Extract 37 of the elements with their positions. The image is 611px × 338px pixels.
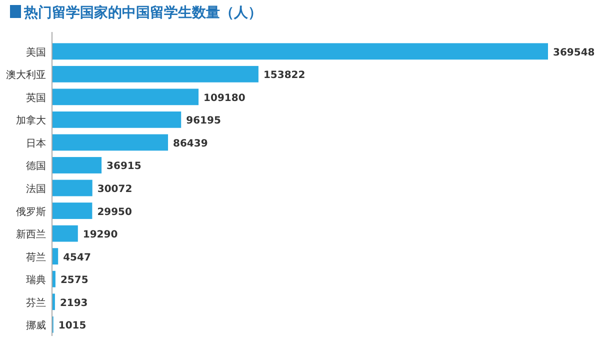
data-label: 2575 bbox=[60, 275, 88, 286]
y-tick-label: 法国 bbox=[26, 183, 46, 195]
y-tick-label: 瑞典 bbox=[26, 274, 46, 286]
y-tick-label: 加拿大 bbox=[16, 114, 46, 127]
data-label: 153822 bbox=[263, 70, 306, 82]
data-label: 4547 bbox=[63, 252, 91, 264]
data-label: 1015 bbox=[58, 320, 86, 332]
bar bbox=[52, 248, 58, 265]
bar bbox=[52, 180, 92, 196]
bar bbox=[52, 225, 78, 242]
bar bbox=[52, 111, 182, 128]
data-label: 36915 bbox=[106, 161, 142, 172]
y-tick-label: 德国 bbox=[26, 161, 46, 172]
y-tick-label: 芬兰 bbox=[26, 296, 46, 309]
y-tick-label: 新西兰 bbox=[16, 228, 46, 241]
bar bbox=[52, 134, 168, 151]
data-label: 369548 bbox=[553, 47, 595, 58]
data-label: 29950 bbox=[97, 206, 132, 218]
bar bbox=[52, 66, 258, 82]
bar bbox=[52, 202, 92, 219]
data-label: 96195 bbox=[186, 116, 221, 127]
data-label: 19290 bbox=[82, 230, 118, 241]
bar bbox=[52, 157, 102, 174]
y-tick-label: 挪威 bbox=[26, 320, 46, 332]
bar bbox=[52, 88, 199, 106]
data-label: 2193 bbox=[60, 298, 88, 309]
data-label: 109180 bbox=[204, 92, 246, 104]
bar bbox=[52, 43, 548, 60]
y-tick-label: 日本 bbox=[26, 137, 46, 150]
y-tick-label: 俄罗斯 bbox=[16, 206, 46, 218]
y-tick-label: 美国 bbox=[26, 46, 46, 58]
y-tick-label: 荷兰 bbox=[26, 251, 46, 264]
data-label: 30072 bbox=[97, 184, 132, 195]
chart-title: 热门留学国家的中国留学生数量（人） bbox=[23, 4, 262, 21]
y-tick-label: 澳大利亚 bbox=[6, 69, 46, 82]
y-tick-label: 英国 bbox=[26, 92, 46, 104]
data-label: 86439 bbox=[173, 138, 208, 150]
